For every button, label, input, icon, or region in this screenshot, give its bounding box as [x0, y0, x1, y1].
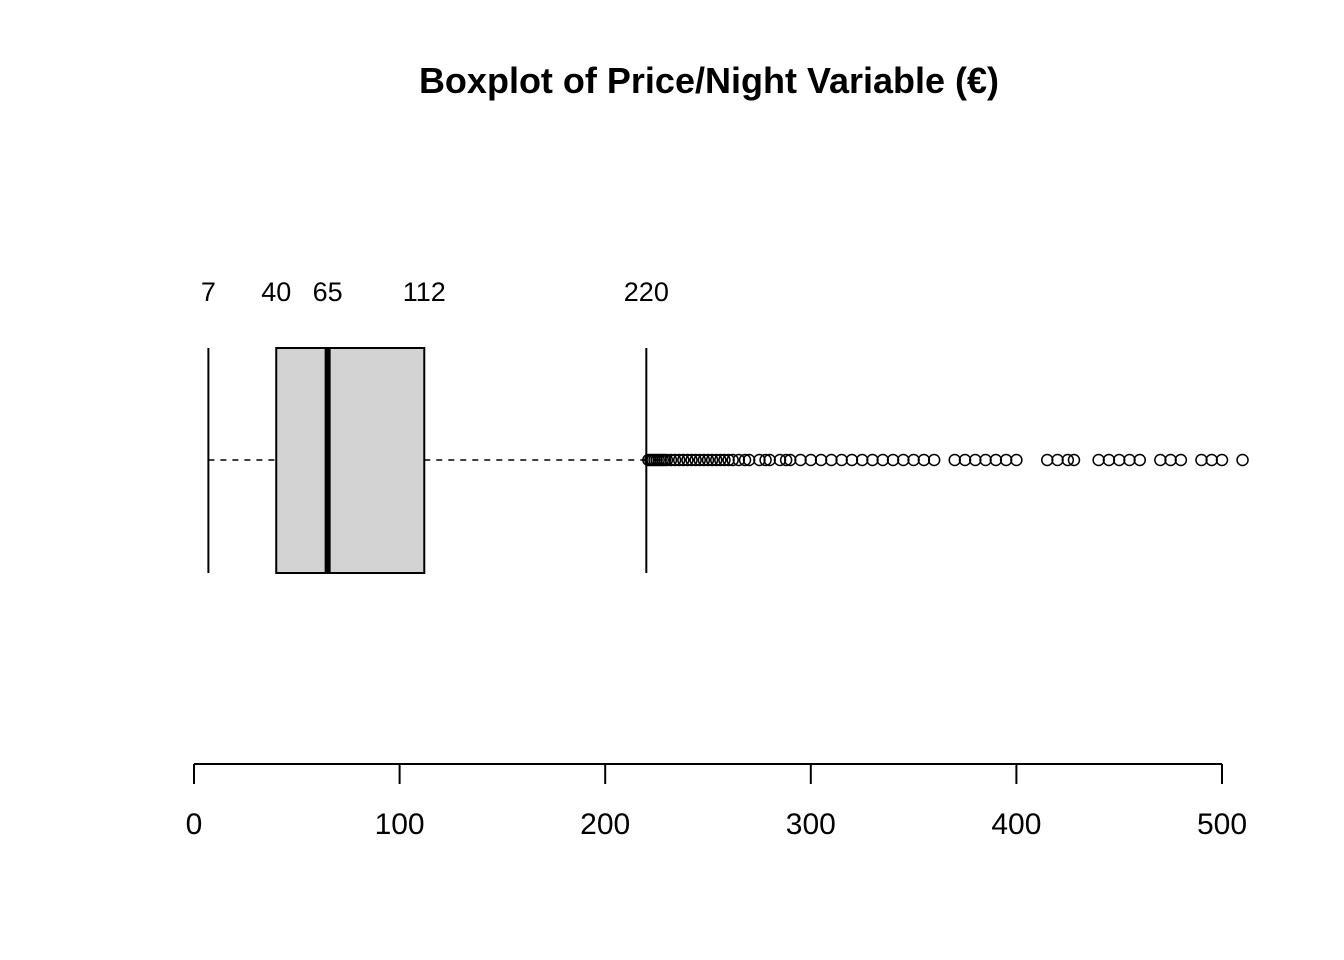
outlier-point	[759, 453, 772, 467]
outlier-point	[668, 453, 682, 467]
outlier-point	[825, 453, 838, 467]
min-whisker-label: 7	[201, 277, 216, 307]
outlier-point	[1133, 453, 1147, 467]
outlier-point	[927, 453, 941, 467]
outlier-point	[718, 453, 731, 467]
outlier-point	[948, 453, 961, 467]
outlier-point	[1040, 453, 1054, 467]
outlier-point	[866, 453, 879, 467]
outlier-point	[693, 453, 707, 467]
outlier-point	[709, 453, 723, 467]
outlier-point	[1174, 453, 1188, 467]
outlier-point	[1112, 453, 1126, 467]
outlier-point	[689, 453, 702, 467]
outlier-point	[1010, 453, 1023, 467]
outlier-point	[701, 453, 715, 467]
outlier-point	[1102, 453, 1116, 467]
outlier-point	[845, 453, 859, 467]
outlier-point	[1067, 453, 1081, 467]
outlier-point	[738, 453, 752, 467]
outlier-point	[958, 453, 972, 467]
outlier-point	[705, 453, 719, 467]
outlier-point	[677, 453, 690, 467]
outlier-point	[1051, 453, 1064, 467]
outlier-point	[1061, 453, 1075, 467]
outlier-point	[681, 453, 694, 467]
outlier-point	[1164, 453, 1177, 467]
outlier-point	[714, 453, 727, 467]
outlier-point	[794, 453, 807, 467]
outlier-point	[1236, 453, 1249, 467]
x-tick-label: 300	[786, 808, 836, 841]
outlier-point	[804, 453, 818, 467]
outlier-point	[664, 453, 678, 467]
outlier-point	[989, 453, 1003, 467]
outlier-point	[697, 453, 711, 467]
x-tick-label: 500	[1197, 808, 1247, 841]
outlier-point	[672, 453, 686, 467]
x-tick-label: 200	[580, 808, 630, 841]
outlier-point	[660, 453, 674, 467]
outlier-point	[886, 453, 900, 467]
outlier-point	[779, 453, 793, 467]
outlier-point	[1123, 453, 1136, 467]
outlier-point	[917, 453, 931, 467]
plot-area: 7 40 65 112 220	[201, 277, 1249, 574]
outlier-point	[979, 453, 992, 467]
outlier-point	[1205, 453, 1218, 467]
outlier-point	[814, 453, 828, 467]
outlier-point	[897, 453, 910, 467]
outlier-point	[999, 453, 1013, 467]
x-axis: 0 100 200 300 400 500	[186, 763, 1247, 841]
outlier-point	[1092, 453, 1105, 467]
x-tick-label: 100	[375, 808, 425, 841]
q1-label: 40	[261, 277, 291, 307]
max-whisker-label: 220	[624, 277, 669, 307]
x-tick-label: 0	[186, 808, 203, 841]
x-tick-label: 400	[991, 808, 1041, 841]
median-label: 65	[313, 277, 343, 307]
outlier-point	[876, 453, 890, 467]
outlier-point	[907, 453, 920, 467]
outlier-point	[1195, 453, 1208, 467]
outlier-point	[685, 453, 698, 467]
outlier-point	[855, 453, 869, 467]
chart-title: Boxplot of Price/Night Variable (€)	[419, 60, 999, 101]
q3-label: 112	[403, 277, 446, 307]
outlier-point	[835, 453, 848, 467]
iqr-box	[275, 347, 426, 574]
outlier-point	[1154, 453, 1167, 467]
outlier-point	[726, 453, 739, 467]
outlier-point	[1215, 453, 1229, 467]
outlier-point	[969, 453, 982, 467]
